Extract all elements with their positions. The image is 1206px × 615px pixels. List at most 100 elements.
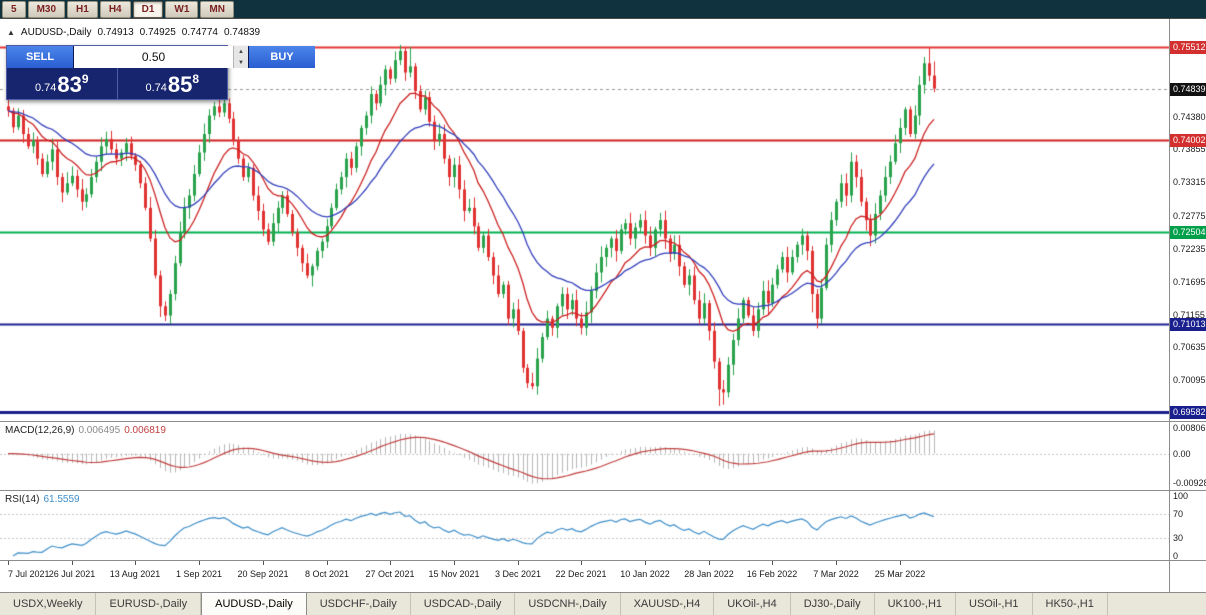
price-axis-label: 0.73855	[1173, 144, 1206, 155]
ohlc-close: 0.74839	[223, 27, 261, 38]
buy-price[interactable]: 0.74 85 8	[118, 68, 228, 99]
date-tick	[199, 561, 200, 565]
rsi-axis-label: 100	[1173, 491, 1189, 501]
date-label: 10 Jan 2022	[620, 569, 670, 579]
price-badge-0.74839: 0.74839	[1170, 82, 1206, 96]
buy-button[interactable]: BUY	[249, 46, 315, 68]
chart-tab-eurusd-daily[interactable]: EURUSD-,Daily	[96, 593, 202, 615]
date-tick	[772, 561, 773, 565]
date-label: 25 Mar 2022	[874, 569, 926, 579]
date-tick	[645, 561, 646, 565]
timeframe-button-h1[interactable]: H1	[67, 0, 98, 18]
macd-canvas[interactable]	[0, 422, 1169, 489]
sell-price[interactable]: 0.74 83 9	[7, 68, 117, 99]
rsi-canvas[interactable]	[0, 491, 1169, 560]
price-badge-0.74002: 0.74002	[1170, 134, 1206, 148]
chart-tab-usdcnh-daily[interactable]: USDCNH-,Daily	[515, 593, 621, 615]
sell-price-prefix: 0.74	[34, 82, 57, 94]
timeframe-toolbar: 5 M30 H1 H4 D1 W1 MN	[0, 0, 1206, 18]
timeframe-button-m30[interactable]: M30	[27, 0, 66, 18]
date-label: 8 Oct 2021	[304, 569, 350, 579]
price-badge-0.69582: 0.69582	[1170, 405, 1206, 419]
chart-tab-usdchf-daily[interactable]: USDCHF-,Daily	[307, 593, 411, 615]
panel-separator	[0, 560, 1206, 561]
timeframe-button-w1[interactable]: W1	[165, 0, 199, 18]
timeframe-button-d1[interactable]: D1	[132, 0, 164, 18]
panel-separator	[0, 490, 1206, 491]
price-axis-label: 0.71695	[1173, 276, 1206, 287]
macd-axis-label: -0.00928	[1173, 478, 1206, 489]
chart-tabs: USDX,Weekly EURUSD-,Daily AUDUSD-,Daily USD…	[0, 592, 1206, 615]
date-label: 22 Dec 2021	[555, 569, 607, 579]
date-label: 27 Oct 2021	[365, 569, 415, 579]
rsi-name: RSI(14)	[5, 494, 40, 505]
timeframe-button-mn[interactable]: MN	[200, 0, 234, 18]
volume-control: ▲ ▼	[73, 46, 249, 68]
volume-decrease-button[interactable]: ▼	[234, 57, 248, 68]
price-axis-label: 0.71155	[1173, 310, 1205, 321]
ohlc-open: 0.74913	[97, 27, 134, 38]
ohlc-low: 0.74774	[181, 27, 218, 38]
date-label: 16 Feb 2022	[746, 569, 798, 579]
chart-tab-audusd-daily[interactable]: AUDUSD-,Daily	[201, 593, 307, 615]
date-label: 15 Nov 2021	[428, 569, 480, 579]
date-tick	[390, 561, 391, 565]
timeframe-button-h4[interactable]: H4	[99, 0, 131, 18]
chart-tab-usdcad-daily[interactable]: USDCAD-,Daily	[411, 593, 516, 615]
volume-spinner: ▲ ▼	[233, 46, 248, 68]
date-tick	[327, 561, 328, 565]
chart-tab-ukoil-h4[interactable]: UKOil-,H4	[714, 593, 791, 615]
date-label: 7 Jul 2021	[8, 569, 50, 579]
date-tick	[8, 561, 9, 565]
chart-tab-xauusd-h4[interactable]: XAUUSD-,H4	[621, 593, 715, 615]
macd-axis-label: 0.00806	[1173, 422, 1206, 433]
rsi-axis-label: 70	[1173, 509, 1184, 519]
date-tick	[836, 561, 837, 565]
macd-name: MACD(12,26,9)	[5, 425, 75, 436]
chart-window: 0.74380 0.73855 0.73315 0.72775 0.72235 0.716…	[0, 18, 1206, 592]
sell-price-point: 9	[81, 72, 89, 86]
volume-input[interactable]	[74, 46, 233, 68]
date-label: 28 Jan 2022	[684, 569, 734, 579]
timeframe-button-5[interactable]: 5	[2, 0, 26, 18]
buy-price-point: 8	[192, 72, 200, 86]
date-tick	[900, 561, 901, 565]
ohlc-high: 0.74925	[139, 27, 176, 38]
date-tick	[709, 561, 710, 565]
rsi-axis-label: 0	[1173, 551, 1179, 561]
buy-price-pips: 85	[167, 72, 193, 97]
chart-tab-dj30-daily[interactable]: DJ30-,Daily	[791, 593, 875, 615]
macd-signal-value: 0.006819	[124, 425, 166, 436]
sell-price-pips: 83	[57, 72, 82, 97]
date-tick	[581, 561, 582, 565]
price-axis-label: 0.70635	[1173, 342, 1206, 353]
buy-price-prefix: 0.74	[145, 82, 167, 94]
date-label: 1 Sep 2021	[175, 569, 223, 579]
chart-tab-uk100-h1[interactable]: UK100-,H1	[875, 593, 957, 615]
date-axis: 7 Jul 2021 26 Jul 2021 13 Aug 2021 1 Sep 20…	[0, 561, 1169, 592]
price-badge-0.71013: 0.71013	[1170, 317, 1206, 331]
macd-main-value: 0.006495	[78, 425, 121, 436]
date-tick	[72, 561, 73, 565]
sell-button[interactable]: SELL	[7, 46, 73, 68]
price-badge-0.75512: 0.75512	[1170, 41, 1206, 55]
date-label: 3 Dec 2021	[494, 569, 542, 579]
rsi-axis-label: 30	[1173, 533, 1184, 543]
price-axis-label: 0.72775	[1173, 210, 1206, 221]
chart-tab-hk50-h1[interactable]: HK50-,H1	[1033, 593, 1108, 615]
volume-increase-button[interactable]: ▲	[234, 46, 248, 57]
chart-tab-usoil-h1[interactable]: USOil-,H1	[956, 593, 1033, 615]
date-label: 20 Sep 2021	[237, 569, 289, 579]
rsi-value: 61.5559	[43, 494, 80, 505]
price-axis-label: 0.70095	[1173, 375, 1206, 386]
trade-panel-divider	[116, 68, 118, 99]
price-axis-label: 0.72235	[1173, 243, 1206, 254]
chart-title: ▲ AUDUSD-,Daily 0.74913 0.74925 0.74774 …	[7, 27, 260, 38]
price-badge-0.72504: 0.72504	[1170, 226, 1206, 240]
date-tick	[454, 561, 455, 565]
collapse-arrow-icon[interactable]: ▲	[7, 28, 15, 37]
chart-tab-usdx-weekly[interactable]: USDX,Weekly	[0, 593, 97, 615]
price-axis-label: 0.74380	[1173, 111, 1206, 122]
